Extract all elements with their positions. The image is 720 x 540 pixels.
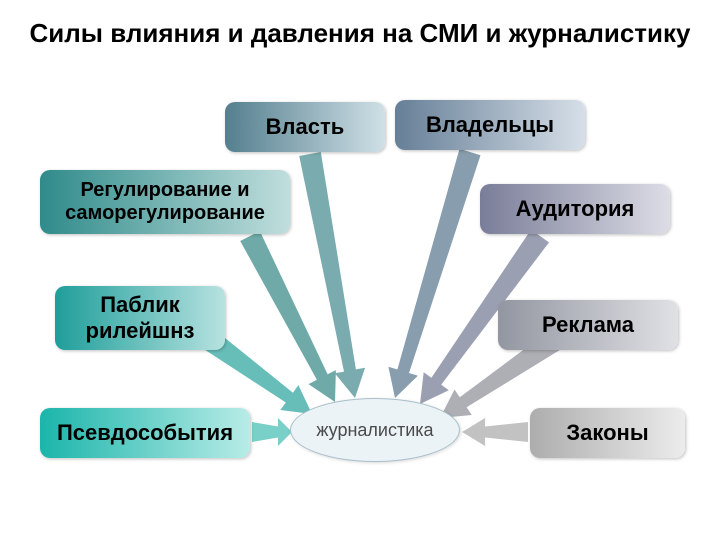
node-zakon: Законы <box>530 408 685 458</box>
node-label: Псевдособытия <box>57 420 233 446</box>
node-reklama: Реклама <box>498 300 678 350</box>
arrow-vlast <box>299 152 365 398</box>
slide-title: Силы влияния и давления на СМИ и журнали… <box>0 18 720 49</box>
arrow-regul <box>240 231 336 402</box>
node-label: Регулирование и саморегулирование <box>48 179 282 225</box>
slide: Силы влияния и давления на СМИ и журнали… <box>0 0 720 540</box>
node-psevdo: Псевдособытия <box>40 408 250 458</box>
node-label: Паблик рилейшнз <box>63 292 217 344</box>
node-label: Власть <box>266 114 345 140</box>
node-pr: Паблик рилейшнз <box>55 286 225 350</box>
node-label: Аудитория <box>516 196 635 222</box>
center-label: журналистика <box>316 420 433 441</box>
node-label: Законы <box>566 420 648 446</box>
node-label: Владельцы <box>426 112 554 138</box>
node-vlad: Владельцы <box>395 100 585 150</box>
center-node: журналистика <box>290 398 460 462</box>
node-regul: Регулирование и саморегулирование <box>40 170 290 234</box>
arrow-zakon <box>462 418 528 446</box>
node-label: Реклама <box>542 312 634 338</box>
node-audit: Аудитория <box>480 184 670 234</box>
arrow-psevdo <box>252 418 292 446</box>
arrow-vlad <box>388 149 480 398</box>
node-vlast: Власть <box>225 102 385 152</box>
